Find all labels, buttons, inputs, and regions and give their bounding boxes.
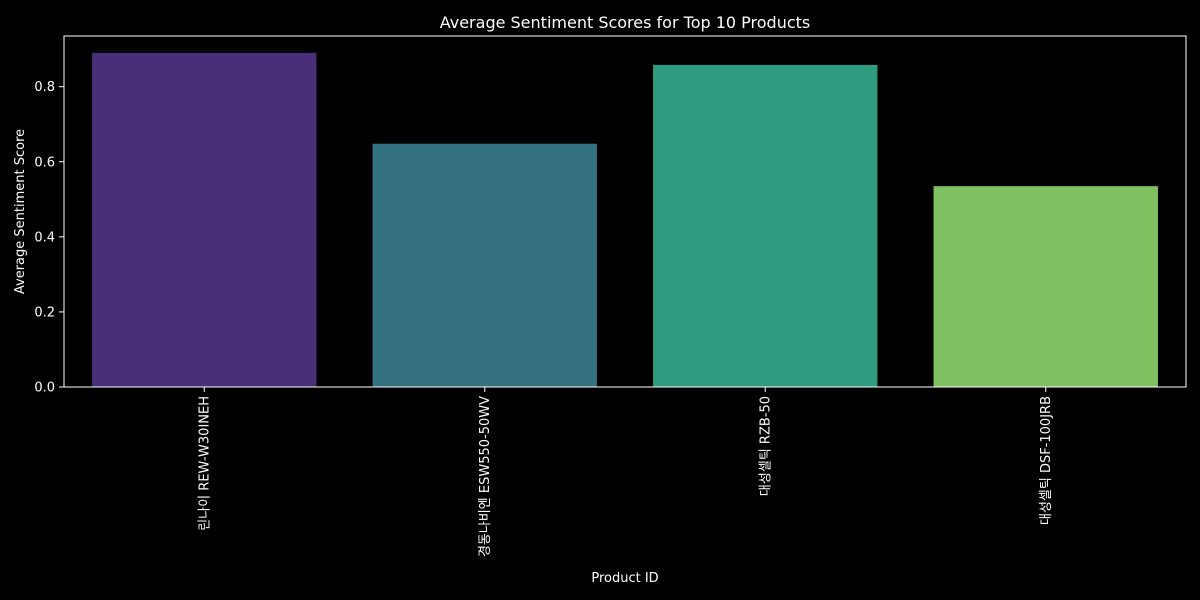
bar-2 xyxy=(372,143,597,387)
bars-layer xyxy=(92,52,1158,388)
y-tick-label: 0.6 xyxy=(34,155,55,170)
bar-3 xyxy=(653,64,878,387)
y-axis-label: Average Sentiment Score xyxy=(13,129,28,294)
y-tick-label: 0.8 xyxy=(34,80,55,95)
bar-4 xyxy=(933,186,1158,387)
x-tick-label-3: 대성셀틱 RZB-50 xyxy=(758,396,773,496)
x-axis: 린나이 REW-W30INEH 경동나비엔 ESW550-50WV 대성셀틱 RZB… xyxy=(197,387,1054,557)
chart-title: Average Sentiment Scores for Top 10 Prod… xyxy=(440,13,811,32)
plot-frame xyxy=(63,35,1187,388)
bar-1 xyxy=(92,52,317,388)
y-tick-label: 0.2 xyxy=(34,305,55,320)
y-tick-label: 0.0 xyxy=(34,381,55,396)
x-axis-label: Product ID xyxy=(591,571,658,586)
x-tick-label-2: 경동나비엔 ESW550-50WV xyxy=(478,396,493,557)
y-axis: 0.0 0.2 0.4 0.6 0.8 xyxy=(34,80,64,396)
y-tick-label: 0.4 xyxy=(34,230,55,245)
x-tick-label-4: 대성셀틱 DSF-100JRB xyxy=(1039,396,1054,525)
x-tick-label-1: 린나이 REW-W30INEH xyxy=(197,396,212,531)
